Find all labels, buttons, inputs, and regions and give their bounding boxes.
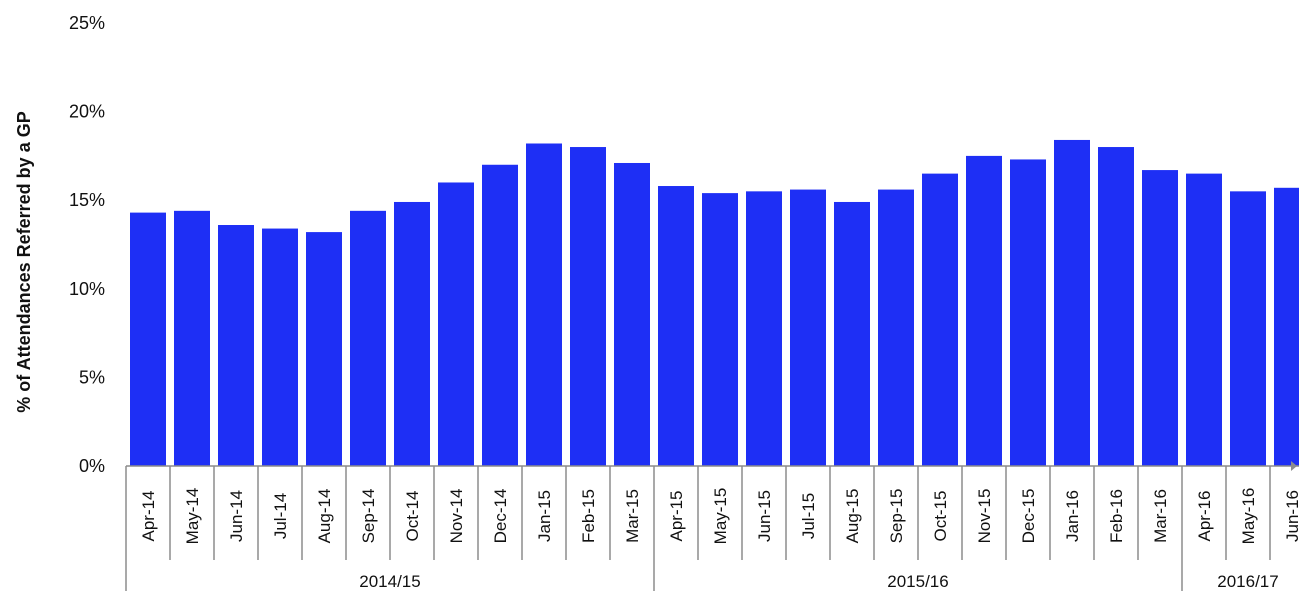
x-tick-label: Jul-14	[271, 493, 290, 539]
bar-Apr-16	[1186, 173, 1222, 466]
bar-May-15	[702, 193, 738, 466]
x-tick-label: Aug-15	[843, 489, 862, 544]
group-label: 2015/16	[887, 572, 948, 591]
x-tick-label: Dec-14	[491, 489, 510, 544]
x-tick-label: Mar-15	[623, 489, 642, 543]
bar-May-14	[174, 210, 210, 466]
y-tick-label: 20%	[69, 102, 105, 122]
bar-Feb-15	[570, 147, 606, 467]
bar-Mar-16	[1142, 170, 1178, 467]
x-tick-label: Apr-14	[139, 490, 158, 541]
bar-Sep-15	[878, 189, 914, 466]
x-tick-label: Apr-16	[1195, 490, 1214, 541]
x-tick-label: Apr-15	[667, 490, 686, 541]
bar-Jun-15	[746, 191, 782, 466]
bar-Apr-14	[130, 212, 166, 466]
x-tick-label: Jan-15	[535, 490, 554, 542]
group-label: 2016/17	[1217, 572, 1278, 591]
x-tick-label: May-15	[711, 488, 730, 545]
y-tick-label: 5%	[79, 367, 105, 387]
bar-Dec-15	[1010, 159, 1046, 466]
x-tick-label: Nov-15	[975, 489, 994, 544]
x-tick-label: Aug-14	[315, 489, 334, 544]
bar-Oct-14	[394, 201, 430, 467]
x-tick-label: Jun-14	[227, 490, 246, 542]
y-tick-label: 0%	[79, 456, 105, 476]
x-tick-label: Mar-16	[1151, 489, 1170, 543]
x-tick-label: Feb-15	[579, 489, 598, 543]
x-tick-label: Oct-14	[403, 490, 422, 541]
y-tick-label: 15%	[69, 190, 105, 210]
x-tick-label: Jun-15	[755, 490, 774, 542]
bar-Jul-15	[790, 189, 826, 466]
x-axis-arrow	[1291, 461, 1297, 471]
y-tick-label: 10%	[69, 279, 105, 299]
bar-Jun-14	[218, 225, 254, 466]
x-tick-label: Jun-16	[1283, 490, 1299, 542]
bar-Aug-14	[306, 232, 342, 466]
bar-Sep-14	[350, 210, 386, 466]
bar-Oct-15	[922, 173, 958, 466]
x-tick-label: Feb-16	[1107, 489, 1126, 543]
bar-Aug-15	[834, 201, 870, 467]
bar-Mar-15	[614, 162, 650, 466]
bar-Nov-14	[438, 182, 474, 467]
bar-Feb-16	[1098, 147, 1134, 467]
x-tick-label: Oct-15	[931, 490, 950, 541]
bar-Jun-16	[1274, 187, 1299, 466]
x-tick-label: May-16	[1239, 488, 1258, 545]
x-tick-label: Sep-15	[887, 489, 906, 544]
x-tick-label: Jan-16	[1063, 490, 1082, 542]
y-tick-label: 25%	[69, 13, 105, 33]
bar-Jul-14	[262, 228, 298, 466]
bar-Nov-15	[966, 155, 1002, 466]
group-label: 2014/15	[359, 572, 420, 591]
bar-Dec-14	[482, 164, 518, 466]
y-axis-label: % of Attendances Referred by a GP	[14, 111, 34, 412]
bar-Jan-15	[526, 143, 562, 466]
x-tick-label: Sep-14	[359, 489, 378, 544]
x-tick-label: Dec-15	[1019, 489, 1038, 544]
bar-Jan-16	[1054, 139, 1090, 466]
x-tick-label: May-14	[183, 488, 202, 545]
bar-Apr-15	[658, 186, 694, 467]
bar-May-16	[1230, 191, 1266, 466]
x-tick-label: Jul-15	[799, 493, 818, 539]
x-tick-label: Nov-14	[447, 489, 466, 544]
